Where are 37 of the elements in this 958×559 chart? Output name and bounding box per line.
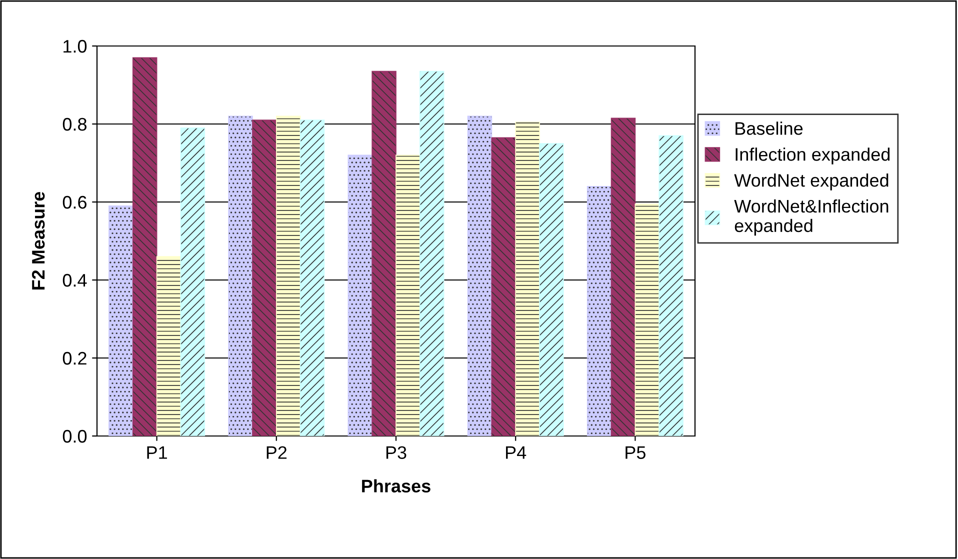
x-axis-title: Phrases <box>362 479 430 492</box>
bar <box>276 116 301 436</box>
legend-label: WordNet&Inflection expanded <box>734 199 888 236</box>
bar <box>658 135 684 436</box>
bar <box>108 205 134 436</box>
bar <box>132 57 158 436</box>
bar <box>348 154 372 436</box>
bar <box>634 204 660 436</box>
y-tick-label: 1.0 <box>64 40 87 53</box>
legend-label: Baseline <box>736 122 803 135</box>
bar <box>515 122 540 436</box>
bar <box>396 154 420 436</box>
x-tick-label: P1 <box>147 446 167 459</box>
bar <box>252 120 277 436</box>
y-axis-title: F2 Measure <box>32 192 45 290</box>
bar <box>491 137 516 436</box>
bar <box>180 127 206 436</box>
bar <box>610 118 636 436</box>
bar <box>420 70 444 436</box>
y-tick-label: 0.6 <box>62 196 86 209</box>
x-tick-label: P2 <box>266 446 287 459</box>
legend-label: WordNet expanded <box>734 174 888 190</box>
bar <box>300 120 325 436</box>
y-tick-label: 0.4 <box>62 274 87 287</box>
x-tick-label: P4 <box>506 446 526 459</box>
y-tick-label: 0.0 <box>62 430 87 443</box>
bar <box>156 256 182 436</box>
y-tick-label: 0.8 <box>62 118 86 131</box>
bar <box>372 70 396 436</box>
bar <box>539 143 564 436</box>
x-tick-label: P5 <box>626 446 646 459</box>
bar <box>586 186 612 436</box>
y-tick-label: 0.2 <box>62 352 86 365</box>
bar <box>467 116 492 436</box>
bar <box>228 116 253 436</box>
x-tick-label: P3 <box>386 446 406 459</box>
legend-label: Inflection expanded <box>736 148 890 164</box>
